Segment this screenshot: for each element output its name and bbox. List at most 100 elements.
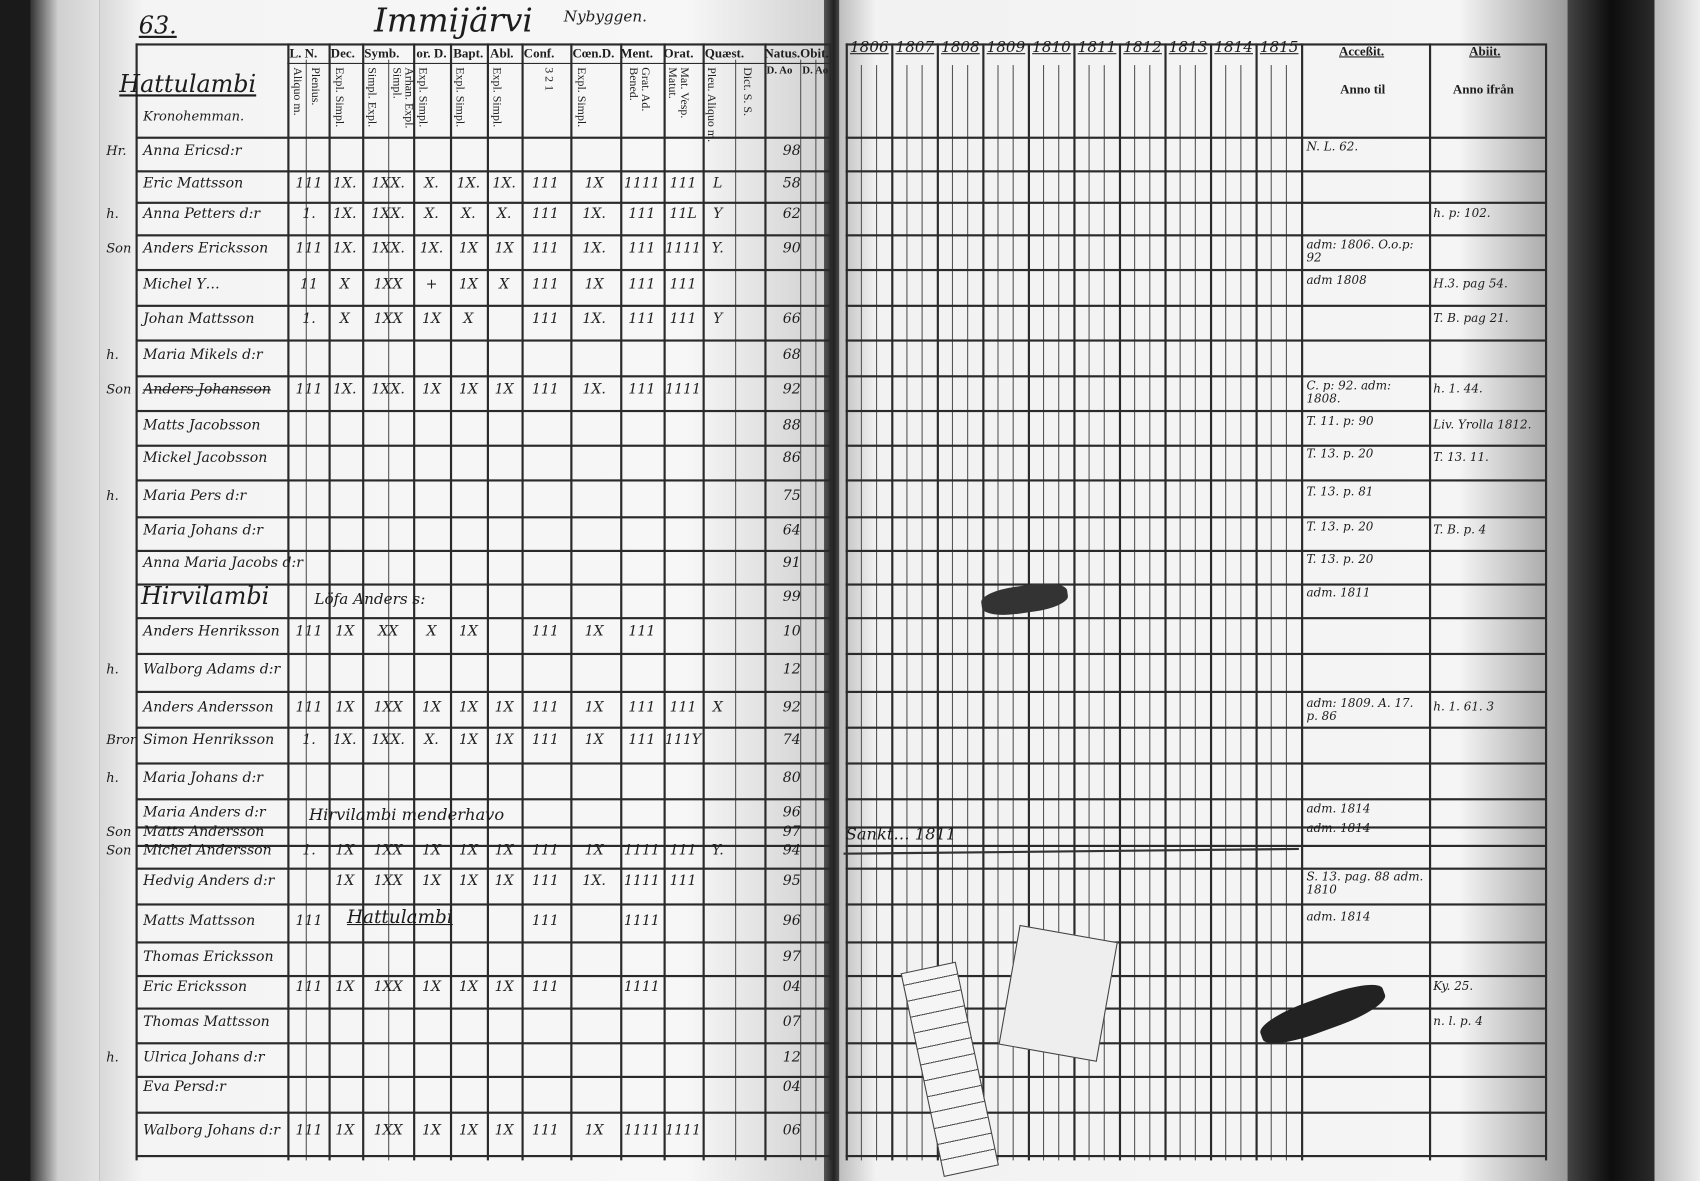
catechism-mark: 1111 [623, 873, 660, 890]
row-rule [135, 304, 830, 307]
person-name: Thomas Ericksson [143, 948, 274, 966]
row-rule [135, 409, 830, 413]
person-name: Anna Maria Jacobs d:r [143, 555, 303, 572]
column-header: Quæst. [704, 45, 745, 61]
row-rule [135, 1007, 830, 1010]
catechism-mark: 1X. [419, 240, 444, 258]
column-rule [413, 43, 416, 1161]
row-rule [135, 762, 830, 765]
catechism-mark: 111 [628, 206, 656, 223]
catechism-mark: 1XX. [371, 732, 405, 749]
row-rule [135, 136, 830, 139]
catechism-mark: 111 [531, 175, 559, 192]
catechism-mark: X [426, 623, 437, 640]
catechism-mark: 111 [295, 175, 323, 192]
previous-page-edge [30, 0, 100, 1181]
accessit-note: S. 13. pag. 88 adm. 1810 [1306, 869, 1424, 897]
person-name: Maria Mikels d:r [143, 347, 263, 364]
person-name: Matts Andersson [143, 824, 265, 841]
row-rule [135, 798, 830, 801]
column-header: Natus. [764, 45, 801, 61]
catechism-mark: 1111 [623, 175, 660, 192]
row-rule [845, 583, 1545, 586]
birth-year: 88 [782, 417, 801, 434]
header-rule [845, 43, 1545, 46]
column-rule [663, 43, 666, 1161]
row-rule [845, 234, 1545, 237]
birth-year: 10 [782, 623, 801, 640]
subcolumn-header: D. Ao [766, 65, 793, 77]
column-rule [287, 43, 290, 1161]
birth-year: 98 [782, 143, 801, 160]
subheader-rule [287, 62, 830, 64]
column-rule [1088, 65, 1090, 1161]
accessit-note: adm. 1811 [1306, 585, 1371, 600]
birth-year: 95 [782, 873, 801, 890]
column-rule [876, 65, 878, 1161]
row-role: h. [106, 206, 119, 222]
accessit-note: N. L. 62. [1306, 139, 1359, 154]
row-rule [135, 1042, 830, 1045]
catechism-mark: 1XX [373, 873, 403, 890]
catechism-mark: 111 [628, 699, 656, 716]
accessit-note: T. 13. p. 20 [1306, 519, 1374, 534]
catechism-mark: 1X [494, 979, 514, 996]
birth-year: 12 [782, 661, 801, 678]
row-rule [135, 941, 830, 944]
catechism-mark: 111 [531, 381, 559, 399]
row-rule [845, 136, 1545, 139]
row-rule [135, 549, 830, 553]
catechism-mark: 111 [531, 311, 559, 328]
row-rule [135, 867, 830, 870]
column-rule [967, 65, 969, 1161]
catechism-mark: 1X [494, 842, 514, 859]
subcolumn-header: D. Ao [802, 65, 829, 77]
catechism-mark: Y. [711, 842, 724, 859]
catechism-mark: 1111 [623, 842, 660, 859]
accessit-note: T. 11. p: 90 [1306, 414, 1374, 429]
column-rule [1149, 65, 1151, 1161]
row-rule [135, 516, 830, 519]
accessit-note: adm. 1814 [1306, 909, 1371, 924]
row-rule [135, 479, 830, 482]
row-role: h. [106, 488, 119, 504]
subcolumn-header: Arhan. Expl. Simpl. [390, 67, 416, 129]
row-role: h. [106, 661, 119, 677]
abiit-note: Liv. Yrolla 1812. [1433, 417, 1532, 432]
catechism-mark: 1X [422, 311, 442, 328]
column-rule [1118, 43, 1122, 1161]
catechism-mark: 1X [458, 276, 478, 293]
catechism-mark: 1X [584, 623, 604, 640]
column-rule [891, 43, 894, 1161]
birth-year: 75 [782, 488, 801, 505]
catechism-mark: 1X. [333, 175, 357, 192]
column-rule [800, 59, 802, 1161]
catechism-mark: 111 [531, 732, 559, 749]
catechism-mark: 1X [458, 1122, 478, 1139]
row-rule [845, 798, 1545, 801]
person-name: Anders Ericksson [143, 240, 269, 258]
abiit-note: n. l. p. 4 [1433, 1014, 1483, 1029]
year-header: 1815 [1259, 39, 1299, 57]
year-header: 1807 [895, 39, 935, 57]
catechism-mark: 111 [669, 311, 697, 328]
person-name: Thomas Mattsson [143, 1014, 270, 1031]
catechism-mark: 1X [335, 873, 355, 890]
row-rule [845, 690, 1545, 693]
catechism-mark: 111 [628, 381, 656, 399]
catechism-mark: X. [424, 206, 439, 223]
birth-year: 91 [782, 555, 801, 572]
row-rule [135, 375, 830, 378]
year-header: 1808 [941, 39, 980, 57]
birth-year: 92 [782, 381, 801, 399]
person-name: Matts Mattsson [143, 913, 256, 930]
person-name: Maria Johans d:r [143, 522, 264, 539]
catechism-mark: + [425, 276, 438, 293]
catechism-mark: 1X [494, 381, 514, 399]
row-role: h. [106, 347, 119, 363]
accessit-note: T. 13. p. 20 [1306, 552, 1374, 567]
column-rule [1134, 65, 1136, 1161]
catechism-mark: 1X [458, 979, 478, 996]
catechism-mark: 111 [295, 699, 323, 716]
abiit-note: T. B. pag 21. [1433, 311, 1509, 326]
